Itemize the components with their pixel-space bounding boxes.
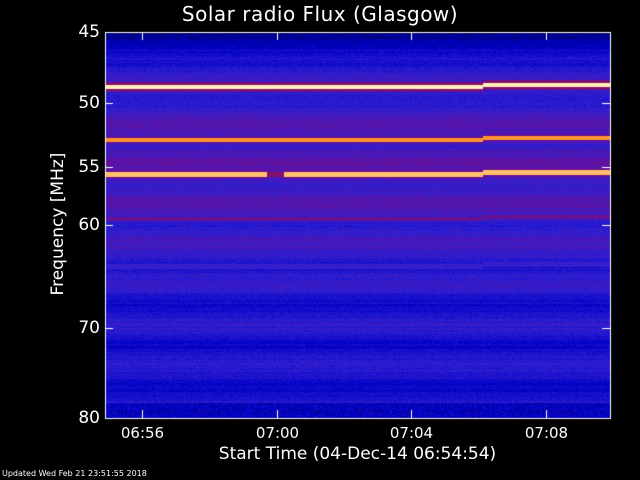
chart-title: Solar radio Flux (Glasgow) <box>181 2 459 26</box>
y-tick-label: 50 <box>78 92 100 113</box>
x-tick-label: 07:08 <box>524 424 569 442</box>
y-tick-label: 60 <box>78 214 100 235</box>
y-tick-label: 45 <box>78 21 100 42</box>
x-tick-label: 07:04 <box>389 424 434 442</box>
x-axis-label: Start Time (04-Dec-14 06:54:54) <box>218 444 497 464</box>
y-tick-label: 55 <box>78 156 100 177</box>
x-tick-label: 07:00 <box>255 424 300 442</box>
x-tick-label: 06:56 <box>120 424 165 442</box>
y-tick-label: 80 <box>78 407 100 428</box>
updated-timestamp: Updated Wed Feb 21 23:51:55 2018 <box>2 469 147 478</box>
y-tick-label: 70 <box>78 317 100 338</box>
